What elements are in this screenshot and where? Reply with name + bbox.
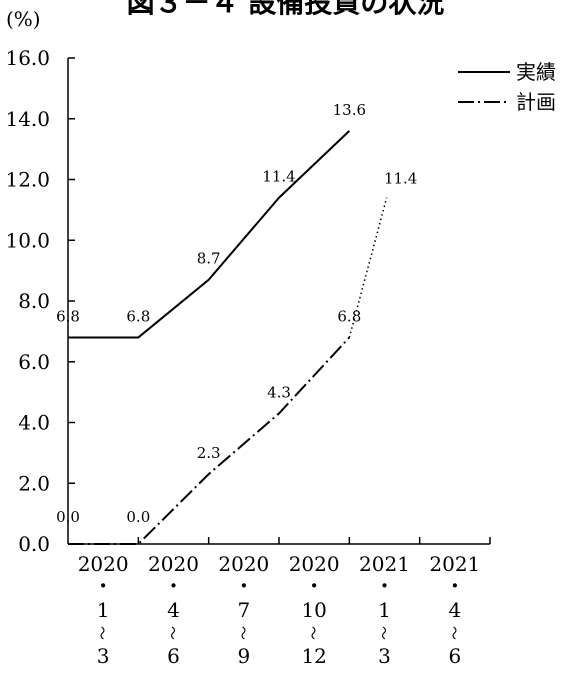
x-tick-label-line: 2020 [148, 552, 199, 576]
legend-label: 実績 [516, 60, 556, 84]
y-tick-label: 14.0 [5, 107, 50, 131]
x-tick-label: 2021・1 〜 3 [359, 552, 410, 668]
x-tick-label-line: 〜 [304, 626, 320, 640]
series-layer [68, 130, 388, 545]
y-tick-label: 8.0 [18, 289, 50, 313]
x-tick-label-line: 1 [97, 598, 110, 622]
x-tick-label-line: 4 [167, 598, 180, 622]
y-axis: 0.0 2.0 4.0 6.0 8.0 10.0 12.0 14.0 16.0 [5, 46, 75, 556]
x-tick-label-line: ・ [304, 574, 324, 598]
x-tick-label: 2020・1 〜 3 [78, 552, 129, 668]
x-tick-label-line: ・ [375, 574, 395, 598]
x-tick-label-line: 2020 [218, 552, 269, 576]
data-label: 11.4 [384, 170, 417, 188]
x-tick-label-line: 3 [97, 644, 110, 668]
y-tick-label: 0.0 [18, 532, 50, 556]
data-label: 2.3 [197, 444, 221, 462]
y-tick-label: 12.0 [5, 168, 50, 192]
x-tick-label-line: ・ [445, 574, 465, 598]
series-projection-1 [348, 197, 388, 338]
data-label: 13.6 [333, 101, 366, 119]
data-label: 0.0 [56, 508, 80, 526]
x-tick-label-line: 12 [301, 644, 326, 668]
x-tick-label-line: 2021 [359, 552, 410, 576]
x-tick-label-line: 7 [237, 598, 250, 622]
x-tick-label-line: 〜 [164, 626, 180, 640]
x-tick-label-line: ・ [93, 574, 113, 598]
x-tick-label-line: 10 [301, 598, 326, 622]
chart-title: 図３－４ 設備投資の状況 [126, 0, 445, 19]
x-tick-label-line: 6 [448, 644, 461, 668]
x-tick-label-line: 〜 [93, 626, 109, 640]
x-tick-label-line: 2020 [289, 552, 340, 576]
series-line-0 [68, 130, 351, 339]
y-tick-label: 16.0 [5, 46, 50, 70]
data-label: 6.8 [56, 307, 80, 325]
data-label: 4.3 [267, 383, 291, 401]
x-tick-label-line: 6 [167, 644, 180, 668]
data-labels: 6.8 6.8 8.7 11.4 13.6 0.0 0.0 2.3 4.3 6.8 11.4 [56, 101, 417, 526]
x-tick-label-line: 2021 [429, 552, 480, 576]
x-tick-label-line: 3 [378, 644, 391, 668]
x-tick-label: 2020・4 〜 6 [148, 552, 199, 668]
x-tick-label-line: 〜 [375, 626, 391, 640]
x-tick-label: 2020・7 〜 9 [218, 552, 269, 668]
x-tick-label: 2021・4 〜 6 [429, 552, 480, 668]
x-tick-label-line: 2020 [78, 552, 129, 576]
y-tick-label: 10.0 [5, 228, 50, 252]
x-tick-label-line: 4 [448, 598, 461, 622]
x-tick-label-line: 1 [378, 598, 391, 622]
legend-label: 計画 [516, 90, 556, 114]
x-tick-label-line: ・ [164, 574, 184, 598]
y-tick-label: 6.0 [18, 350, 50, 374]
y-tick-label: 2.0 [18, 471, 50, 495]
data-label: 0.0 [126, 508, 150, 526]
x-tick-label: 2020・10 〜 12 [289, 552, 340, 668]
x-axis: 2020・1〜32020・4〜62020・7〜92020・10〜122021・1… [68, 537, 491, 668]
y-tick-label: 4.0 [18, 411, 50, 435]
data-label: 6.8 [337, 307, 361, 325]
y-axis-label: (%) [6, 7, 41, 31]
data-label: 8.7 [197, 250, 221, 268]
data-label: 11.4 [262, 168, 295, 186]
x-tick-label-line: 〜 [234, 626, 250, 640]
data-label: 6.8 [126, 307, 150, 325]
series-line-1 [68, 336, 351, 545]
x-tick-label-line: ・ [234, 574, 254, 598]
x-tick-label-line: 9 [237, 644, 250, 668]
x-tick-label-line: 〜 [445, 626, 461, 640]
